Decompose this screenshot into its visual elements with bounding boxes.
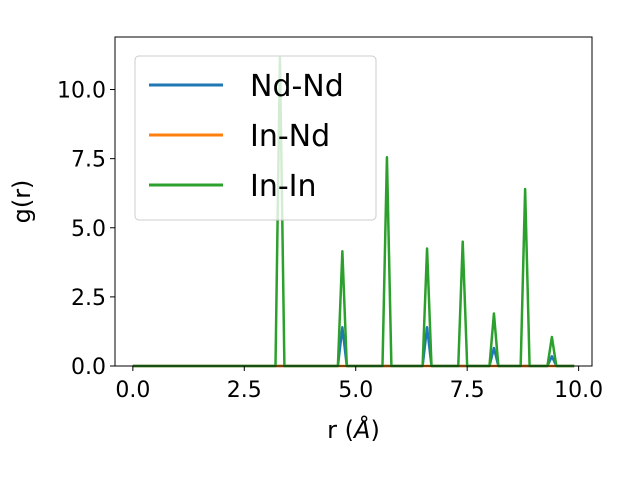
y-tick-label: 2.5 xyxy=(71,286,106,311)
y-tick-label: 5.0 xyxy=(71,217,106,242)
x-tick-label: 10.0 xyxy=(554,378,603,403)
y-axis-ticks: 0.0 2.5 5.0 7.5 10.0 xyxy=(57,79,115,380)
x-axis-ticks: 0.0 2.5 5.0 7.5 10.0 xyxy=(115,366,603,403)
y-tick-label: 0.0 xyxy=(71,355,106,380)
y-tick-label: 10.0 xyxy=(57,79,106,104)
x-tick-label: 0.0 xyxy=(115,378,150,403)
x-axis-label: r (Å) xyxy=(327,415,380,444)
x-tick-label: 2.5 xyxy=(227,378,262,403)
legend-box xyxy=(134,55,377,221)
y-axis-label: g(r) xyxy=(8,180,36,224)
legend-label-nd-nd: Nd-Nd xyxy=(250,69,344,104)
legend-label-in-nd: In-Nd xyxy=(250,119,330,154)
legend: Nd-Nd In-Nd In-In xyxy=(134,55,377,221)
axes-frame xyxy=(114,36,593,367)
x-tick-label: 7.5 xyxy=(450,378,485,403)
y-tick-label: 7.5 xyxy=(71,148,106,173)
legend-label-in-in: In-In xyxy=(250,169,317,204)
x-tick-label: 5.0 xyxy=(338,378,373,403)
